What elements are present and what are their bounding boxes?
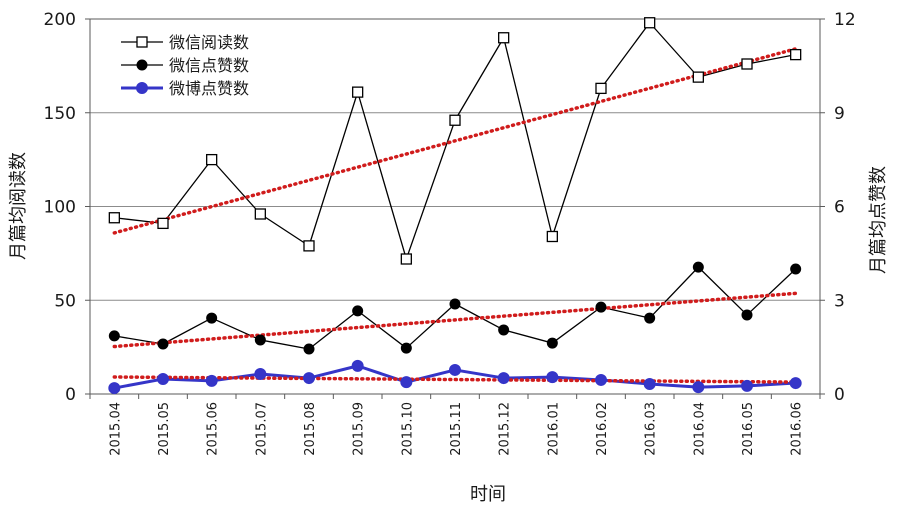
data-point [303,343,315,355]
data-point [400,342,412,354]
right-y-tick-label: 3 [834,291,845,311]
left-y-tick-label: 150 [44,104,76,124]
x-tick-label: 2015.07 [254,402,269,456]
data-point [136,82,148,94]
data-point [595,373,607,386]
data-point [449,363,461,376]
data-point [692,71,704,83]
data-point [644,312,656,324]
data-point [108,330,120,342]
left-y-tick-label: 200 [44,10,76,30]
data-point [157,217,169,230]
legend-label: 微信阅读数 [169,33,249,52]
data-point [205,374,218,387]
legend-label: 微博点赞数 [169,79,249,98]
data-point [741,309,753,321]
data-point [206,312,218,324]
series-points [108,17,802,265]
data-point [498,32,510,44]
left-y-axis-title: 月篇均阅读数 [8,152,29,260]
right-y-tick-label: 6 [834,198,845,218]
x-tick-label: 2015.04 [108,402,123,456]
x-axis-title: 时间 [470,484,506,505]
data-point [136,59,148,71]
data-point [254,208,266,220]
right-y-tick-label: 0 [834,385,845,405]
data-point [254,334,266,346]
right-y-axis-title: 月篇均点赞数 [868,166,889,274]
x-tick-label: 2016.06 [790,402,805,456]
x-tick-label: 2016.05 [741,402,756,456]
data-point [741,58,753,70]
x-axis: 2015.04 2015.05 2015.06 2015.07 2015.08 2015.… [89,394,821,456]
legend-item: 微信点赞数 [121,56,249,75]
data-point [400,376,413,389]
trendlines [112,47,798,384]
left-y-tick-label: 50 [54,291,76,311]
trendline [112,291,798,349]
data-point [546,230,558,243]
data-point [595,301,607,313]
x-tick-label: 2016.04 [692,402,707,456]
data-point [449,298,461,310]
data-point [136,36,148,48]
data-point [692,381,705,394]
right-y-axis: 0 3 6 9 12 [820,10,856,405]
data-point [497,372,510,385]
data-point [351,359,364,372]
data-point [790,263,802,275]
series-points [108,359,802,395]
right-y-tick-label: 12 [834,10,856,30]
data-point [254,368,267,380]
data-point [108,382,121,395]
data-point [595,82,607,95]
data-point [449,114,461,126]
right-y-tick-label: 9 [834,104,845,124]
data-point [644,17,656,29]
series-points [108,261,802,355]
x-tick-label: 2015.12 [498,402,513,456]
x-tick-label: 2015.05 [157,402,172,456]
trendline [112,375,798,384]
x-tick-label: 2015.06 [206,402,221,456]
x-tick-label: 2015.08 [303,402,318,456]
data-point [498,324,510,336]
data-point [400,253,412,265]
legend-item: 微信阅读数 [121,33,249,52]
data-point [352,86,364,98]
x-tick-label: 2015.10 [400,402,415,456]
data-point [789,377,802,390]
x-tick-label: 2015.11 [449,402,464,456]
data-point [157,373,169,385]
legend-item: 微博点赞数 [121,79,249,98]
data-point [546,337,558,349]
x-tick-label: 2015.09 [352,402,367,456]
data-point [303,240,315,252]
data-point [206,153,218,166]
data-point [352,305,364,317]
left-y-tick-label: 100 [44,198,76,218]
x-tick-label: 2016.03 [644,402,659,456]
data-point [692,261,704,273]
x-tick-label: 2016.01 [546,402,561,456]
data-point [108,212,120,224]
trendline [112,47,798,235]
data-point [741,379,753,392]
left-y-tick-label: 0 [65,385,76,405]
data-point [546,371,559,384]
x-tick-label: 2016.02 [595,402,610,456]
data-point [643,378,656,390]
data-point [303,372,315,385]
legend-label: 微信点赞数 [169,56,249,75]
data-point [157,338,169,350]
data-point [790,48,802,61]
left-y-axis: 0 50 100 150 200 [44,10,90,405]
